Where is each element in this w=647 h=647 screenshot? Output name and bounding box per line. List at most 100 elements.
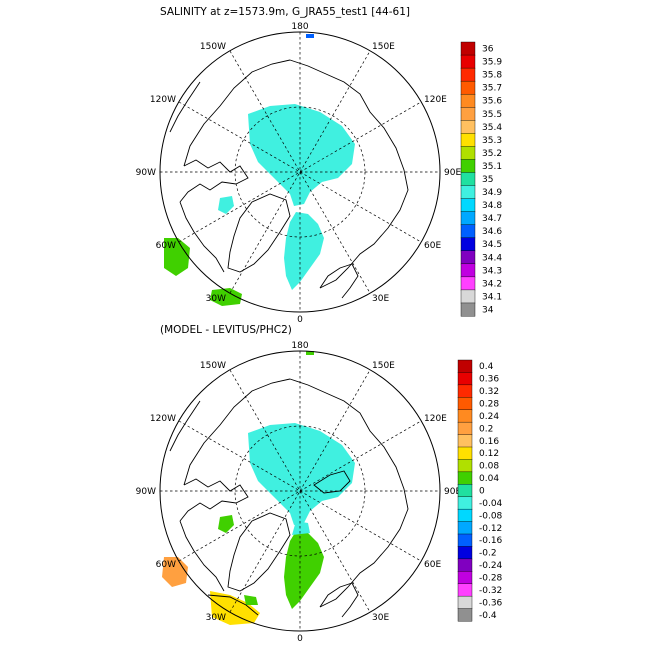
colorbar-tick-label: -0.04 (479, 499, 503, 509)
colorbar-tick-label: -0.4 (479, 611, 497, 621)
colorbar-swatch (457, 496, 473, 510)
colorbar-tick-label: 35.2 (482, 149, 502, 159)
colorbar-swatch (460, 211, 476, 226)
lon-label-0: 0 (297, 634, 303, 644)
contour-zero (313, 470, 351, 494)
lon-label-60e: 60E (424, 560, 441, 570)
colorbar-tick-label: 0.12 (479, 449, 499, 459)
colorbar-tick-label: -0.36 (479, 598, 503, 608)
colorbar-tick-label: 35.7 (482, 84, 502, 94)
colorbar-tick-label: 34.5 (482, 240, 502, 250)
coast-scandinavia (319, 263, 359, 299)
colorbar-tick-label: 36 (482, 45, 494, 55)
coast-alaska (183, 378, 291, 486)
colorbar-swatch (460, 224, 476, 239)
colorbar-swatch (457, 508, 473, 523)
coast-alaska-west (169, 81, 201, 133)
colorbar-swatch (460, 159, 476, 173)
panel-title: (MODEL - LEVITUS/PHC2) (160, 324, 292, 336)
colorbar-swatch (460, 133, 476, 147)
colorbar-tick-label: 0.2 (479, 424, 493, 434)
colorbar-swatch (460, 41, 476, 56)
coast-canada-archipelago (179, 159, 249, 203)
data-fill-layer (164, 34, 355, 306)
colorbar-tick-label: -0.28 (479, 574, 503, 584)
colorbar-tick-label: 0 (479, 487, 485, 497)
colorbar-tick-label: 0.16 (479, 437, 499, 447)
fill-atlantic (210, 591, 260, 625)
colorbar-swatch (457, 595, 473, 610)
panel-title: SALINITY at z=1573.9m, G_JRA55_test1 [44… (160, 6, 410, 18)
colorbar-tick-label: 35.6 (482, 97, 502, 107)
colorbar-tick-label: 0.4 (479, 362, 494, 372)
colorbar-tick-label: 34.3 (482, 266, 502, 276)
colorbar-tick-label: 34.2 (482, 279, 502, 289)
colorbar-swatch (457, 409, 473, 423)
colorbar-swatch (460, 80, 476, 95)
fill-nordic-seas-upper (292, 521, 310, 535)
contour-atlantic (207, 594, 259, 616)
colorbar-swatch (457, 384, 473, 398)
polar-map: 180 150W 150E 120W 120E 90W 90E 60W 60E … (136, 22, 462, 325)
colorbar-swatch (457, 359, 473, 373)
lon-label-120e: 120E (424, 414, 447, 424)
colorbar-tick-label: 0.28 (479, 400, 499, 410)
lon-label-180: 180 (291, 22, 308, 32)
coast-labrador (179, 520, 225, 592)
colorbar: 0.4 0.36 0.32 0.28 0.24 0.2 0.16 0.12 0.08 0.04 0 -… (457, 359, 503, 622)
fill-nordic-seas (284, 531, 324, 609)
lon-label-60e: 60E (424, 241, 441, 251)
lon-label-30e: 30E (372, 613, 389, 623)
colorbar: 36 35.9 35.8 35.7 35.6 35.5 35.4 35.3 35.2 35.1 35… (460, 41, 502, 317)
fill-atlantic (210, 288, 242, 306)
coastlines (169, 59, 409, 299)
coast-labrador (179, 201, 225, 273)
colorbar-tick-label: 0.32 (479, 387, 499, 397)
colorbar-tick-label: 34.1 (482, 292, 502, 302)
lon-label-180: 180 (291, 341, 308, 351)
colorbar-swatch (457, 608, 473, 622)
lon-label-120w: 120W (150, 95, 176, 105)
coast-scandinavia (319, 582, 359, 618)
fill-labrador (162, 557, 188, 587)
panel-salinity: SALINITY at z=1573.9m, G_JRA55_test1 [44… (136, 6, 503, 325)
coastlines (169, 378, 409, 618)
lon-label-150w: 150W (200, 42, 226, 52)
coast-siberia (289, 378, 409, 608)
polar-map: 180 150W 150E 120W 120E 90W 90E 60W 60E … (136, 341, 462, 644)
lon-label-120w: 120W (150, 414, 176, 424)
fill-north-pacific-dot (306, 34, 314, 38)
colorbar-tick-label: 34 (482, 305, 494, 315)
colorbar-swatch (460, 120, 476, 134)
lon-label-60w: 60W (156, 560, 176, 570)
colorbar-swatch (457, 372, 473, 386)
lon-label-90e: 90E (444, 168, 461, 178)
colorbar-tick-label: -0.24 (479, 561, 503, 571)
lon-label-120e: 120E (424, 95, 447, 105)
colorbar-tick-label: 0.36 (479, 375, 499, 385)
colorbar-swatch (460, 67, 476, 82)
coast-greenland (227, 512, 291, 592)
colorbar-tick-label: 35.5 (482, 110, 502, 120)
meridian-30 (229, 369, 371, 613)
fill-arctic-basin (248, 104, 355, 206)
lon-label-90w: 90W (136, 168, 156, 178)
meridian-150 (229, 50, 371, 294)
colorbar-swatch (460, 302, 476, 317)
lon-label-60w: 60W (156, 241, 176, 251)
colorbar-swatch (457, 471, 473, 485)
colorbar-swatch (460, 276, 476, 291)
colorbar-tick-label: 34.9 (482, 188, 502, 198)
lon-label-90w: 90W (136, 487, 156, 497)
lon-label-30w: 30W (206, 613, 226, 623)
colorbar-swatch (460, 289, 476, 304)
colorbar-tick-label: 0.24 (479, 412, 499, 422)
colorbar-swatch (457, 484, 473, 498)
data-fill-layer (162, 351, 355, 625)
coast-alaska (183, 59, 291, 167)
colorbar-swatch (460, 198, 476, 213)
colorbar-swatch (457, 533, 473, 547)
colorbar-swatch (457, 397, 473, 411)
meridian-120 (178, 101, 422, 243)
